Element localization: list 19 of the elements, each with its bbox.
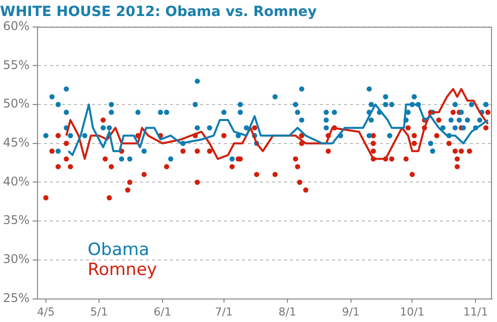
text: Obama — [88, 240, 150, 260]
y-tick-label: 30% — [3, 252, 30, 266]
x-tick-label: 6/1 — [154, 305, 172, 318]
y-tick-label: 55% — [3, 58, 30, 72]
y-tick-label: 40% — [3, 174, 30, 188]
y-tick-label: 35% — [3, 213, 30, 228]
x-tick-label: 10/1 — [400, 305, 425, 318]
y-tick-label: 45% — [3, 135, 30, 150]
x-tick-label: 7/1 — [215, 305, 233, 318]
chart-title: WHITE HOUSE 2012: Obama vs. Romney — [0, 4, 317, 20]
x-tick-label: 11/1 — [463, 305, 488, 318]
y-tick-label: 25% — [3, 290, 30, 305]
y-tick-label: 50% — [3, 96, 30, 111]
y-tick-label: 60% — [3, 18, 30, 33]
x-tick-label: 5/1 — [90, 305, 108, 318]
x-tick-label: 9/1 — [342, 305, 360, 318]
text: Romney — [88, 260, 157, 280]
x-tick-label: 8/1 — [278, 305, 296, 318]
x-tick-label: 4/5 — [37, 305, 55, 318]
